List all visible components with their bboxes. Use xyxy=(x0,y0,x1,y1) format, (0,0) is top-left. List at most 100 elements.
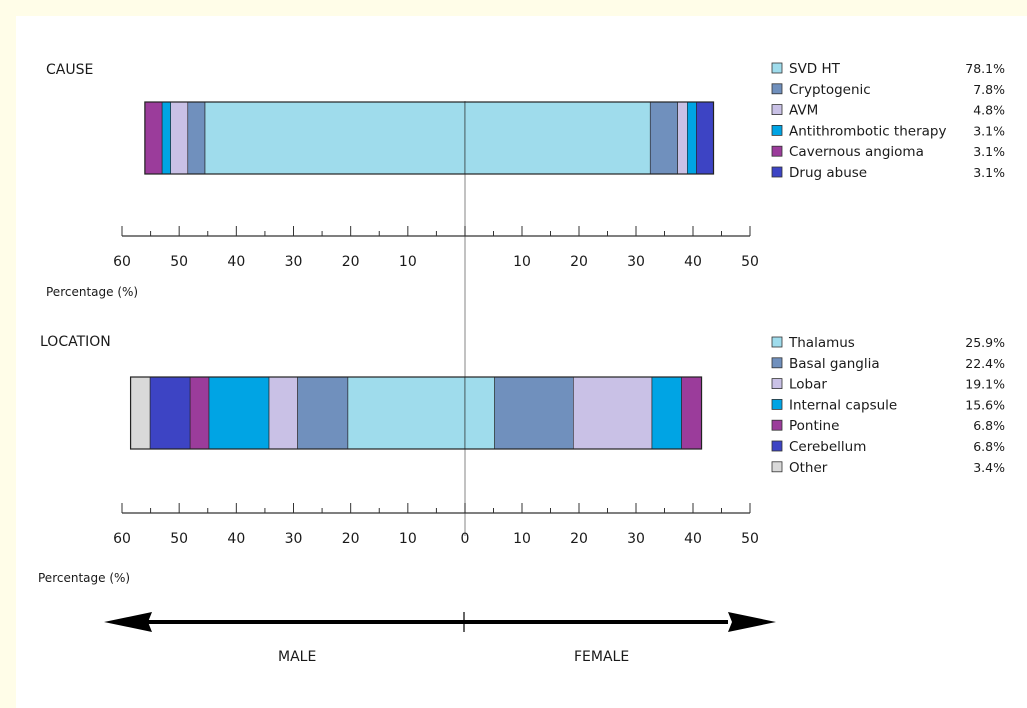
legend-item: Cryptogenic 7.8% xyxy=(771,82,1005,98)
legend-swatch xyxy=(771,62,783,74)
legend-percentage: 3.1% xyxy=(973,144,1005,159)
x-axis: 60 50 40 30 20 10 10 20 30 40 50 xyxy=(113,226,759,270)
legend-percentage: 4.8% xyxy=(973,103,1005,118)
legend-item: Thalamus 25.9% xyxy=(771,335,1005,351)
legend-swatch xyxy=(771,83,783,95)
tick-label: 10 xyxy=(513,254,531,270)
tick-label: 50 xyxy=(741,531,759,547)
tick-label: 50 xyxy=(170,531,188,547)
legend-percentage: 78.1% xyxy=(965,61,1005,76)
legend-label: Thalamus xyxy=(788,335,855,351)
x-axis: 60 50 40 30 20 10 0 10 20 30 40 50 xyxy=(113,503,759,547)
tick-label: 60 xyxy=(113,254,131,270)
bar-male-pontine xyxy=(189,376,210,450)
chart-canvas: CAUSE 60 50 40 30 20 10 10 20 30 40 50 Percentage … xyxy=(38,61,1005,665)
female-label: FEMALE xyxy=(574,649,629,665)
bar-male-internal-capsule xyxy=(208,376,270,450)
chart-panel: CAUSE 60 50 40 30 20 10 10 20 30 40 50 Percentage … xyxy=(16,16,1027,708)
tick-label: 20 xyxy=(342,254,360,270)
bar-female-antithrombotic-therapy xyxy=(686,101,697,175)
left-arrowhead xyxy=(104,612,152,632)
legend-label: Cavernous angioma xyxy=(789,144,924,160)
legend-swatch xyxy=(771,398,783,410)
legend-item: AVM 4.8% xyxy=(771,103,1005,119)
legend-label: Antithrombotic therapy xyxy=(789,123,946,139)
bar-male-avm xyxy=(170,101,189,175)
legend-percentage: 3.1% xyxy=(973,123,1005,138)
right-arrowhead xyxy=(728,612,776,632)
legend-label: Internal capsule xyxy=(789,397,897,413)
legend-swatch xyxy=(771,419,783,431)
legend-item: Basal ganglia 22.4% xyxy=(771,356,1005,372)
legend-percentage: 6.8% xyxy=(973,418,1005,433)
legend: SVD HT 78.1% Cryptogenic 7.8% AVM 4.8% Antithr… xyxy=(771,61,1005,181)
legend-swatch xyxy=(771,125,783,136)
legend-item: Other 3.4% xyxy=(771,460,1005,476)
legend-item: Pontine 6.8% xyxy=(771,418,1005,434)
bar-female-lobar xyxy=(572,376,653,450)
tick-label: 20 xyxy=(570,254,588,270)
legend: Thalamus 25.9% Basal ganglia 22.4% Lobar 19.1… xyxy=(771,335,1005,476)
legend-item: Antithrombotic therapy 3.1% xyxy=(771,123,1005,139)
tick-label: 50 xyxy=(741,254,759,270)
legend-item: Cavernous angioma 3.1% xyxy=(771,144,1005,160)
legend-percentage: 6.8% xyxy=(973,439,1005,454)
bar-male-basal-ganglia xyxy=(297,376,349,450)
tick-label: 30 xyxy=(285,254,303,270)
bar-male-cavernous-angioma xyxy=(144,101,163,175)
bar-female-thalamus xyxy=(464,376,495,450)
bar-male-svd-ht xyxy=(204,101,466,175)
tick-label: 50 xyxy=(170,254,188,270)
tick-label: 30 xyxy=(627,254,645,270)
legend-percentage: 15.6% xyxy=(965,397,1005,412)
legend-item: Internal capsule 15.6% xyxy=(771,397,1005,413)
gender-arrow: MALE FEMALE xyxy=(104,612,776,665)
tick-label: 10 xyxy=(399,254,417,270)
bar-female-basal-ganglia xyxy=(494,376,574,450)
legend-percentage: 3.1% xyxy=(973,165,1005,180)
tick-label: 40 xyxy=(684,254,702,270)
tick-label: 0 xyxy=(461,531,470,547)
bar-female-pontine xyxy=(681,376,702,450)
bar-male-cerebellum xyxy=(149,376,191,450)
legend-label: AVM xyxy=(789,103,818,119)
legend-swatch xyxy=(771,166,783,178)
tick-label: 20 xyxy=(570,531,588,547)
legend-label: SVD HT xyxy=(789,61,841,77)
legend-label: Cerebellum xyxy=(789,439,866,455)
bar-male-antithrombotic-therapy xyxy=(161,101,171,175)
bar-male-lobar xyxy=(268,376,298,450)
legend-swatch xyxy=(771,357,783,369)
legend-item: Drug abuse 3.1% xyxy=(771,165,1005,181)
bar-female-cryptogenic xyxy=(649,101,678,175)
chart-title: LOCATION xyxy=(40,334,111,350)
tick-label: 30 xyxy=(285,531,303,547)
legend-swatch xyxy=(771,336,783,348)
bar-male-cryptogenic xyxy=(187,101,206,175)
legend-label: Other xyxy=(789,460,828,476)
tick-label: 60 xyxy=(113,531,131,547)
legend-percentage: 3.4% xyxy=(973,460,1005,475)
legend-label: Pontine xyxy=(789,418,839,434)
legend-swatch xyxy=(771,378,783,390)
bar-outline xyxy=(129,376,703,450)
x-axis-title: Percentage (%) xyxy=(46,285,138,299)
bar-group xyxy=(129,376,703,450)
legend-item: Lobar 19.1% xyxy=(771,377,1005,393)
bar-male-thalamus xyxy=(347,376,466,450)
legend-item: SVD HT 78.1% xyxy=(771,61,1005,77)
legend-label: Lobar xyxy=(789,377,827,393)
legend-swatch xyxy=(771,145,783,157)
male-label: MALE xyxy=(278,649,316,665)
legend-label: Cryptogenic xyxy=(789,82,871,98)
legend-swatch xyxy=(771,440,783,452)
legend-label: Drug abuse xyxy=(789,165,867,181)
bar-female-drug-abuse xyxy=(696,101,714,175)
legend-percentage: 25.9% xyxy=(965,335,1005,350)
bar-female-avm xyxy=(677,101,688,175)
chart-title: CAUSE xyxy=(46,62,93,78)
legend-swatch xyxy=(771,461,783,473)
tick-label: 20 xyxy=(342,531,360,547)
legend-percentage: 7.8% xyxy=(973,82,1005,97)
bar-male-other xyxy=(130,376,151,450)
